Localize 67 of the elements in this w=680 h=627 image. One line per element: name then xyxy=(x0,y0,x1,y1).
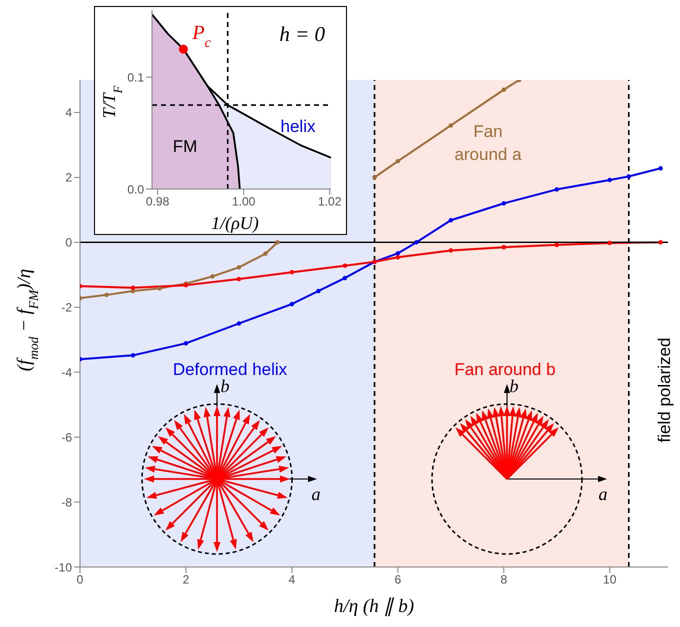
series-label: Deformed helix xyxy=(172,360,288,379)
point xyxy=(554,187,559,192)
series-label: helix xyxy=(280,117,316,136)
y-tick-label: -10 xyxy=(54,560,72,574)
x-tick-label: 0 xyxy=(76,572,84,587)
point xyxy=(275,240,280,245)
point xyxy=(290,302,294,306)
annotation: a xyxy=(598,484,608,504)
x-tick-label: 1.00 xyxy=(232,194,256,209)
point xyxy=(448,218,454,222)
x-tick-label: 0.98 xyxy=(146,194,170,209)
point xyxy=(502,245,506,250)
point xyxy=(414,240,419,245)
annotation: field polarized xyxy=(655,338,674,442)
y-tick-label: -8 xyxy=(61,495,72,510)
y-tick-label: 0.1 xyxy=(127,70,144,84)
point xyxy=(396,251,400,256)
point xyxy=(210,274,215,279)
point xyxy=(236,276,242,282)
x-tick-label: 2 xyxy=(182,572,190,587)
point xyxy=(130,286,136,290)
y-tick-label: 4 xyxy=(65,106,72,120)
point xyxy=(554,242,559,248)
y-tick-label: 0 xyxy=(65,236,72,250)
annotation: P$_{c}$ xyxy=(191,22,212,51)
point xyxy=(626,174,631,179)
point xyxy=(658,240,663,245)
point xyxy=(130,353,136,358)
annotation: h = 0 xyxy=(279,22,326,46)
x-tick-label: 6 xyxy=(394,572,402,587)
point xyxy=(448,123,454,128)
point xyxy=(342,276,348,280)
point xyxy=(290,270,294,274)
point xyxy=(396,255,400,260)
annotation: b xyxy=(510,376,518,396)
x-tick-label: 1.02 xyxy=(318,194,342,209)
point xyxy=(502,88,506,92)
point xyxy=(396,158,400,164)
annotation: b xyxy=(220,376,230,396)
point xyxy=(342,264,348,268)
y-tick-label: -4 xyxy=(61,365,72,380)
point xyxy=(184,341,188,346)
point xyxy=(104,292,109,298)
series-label: Fan around a xyxy=(454,122,522,164)
point xyxy=(608,178,612,182)
y-tick-label: -6 xyxy=(61,430,72,444)
series-label: FM xyxy=(172,137,198,156)
point xyxy=(236,265,242,270)
text: Fan around b xyxy=(454,360,556,379)
point xyxy=(316,288,321,294)
x-axis-title: 1/(ρU) xyxy=(211,213,259,233)
point xyxy=(658,166,663,171)
annotation: a xyxy=(312,484,320,504)
x-tick-label: 8 xyxy=(500,572,508,587)
point xyxy=(608,240,612,246)
point xyxy=(236,321,242,326)
point xyxy=(502,201,506,206)
y-tick-label: 2 xyxy=(65,170,72,185)
x-tick-label: 4 xyxy=(288,572,296,587)
point xyxy=(157,286,162,291)
point xyxy=(372,175,377,180)
x-tick-label: 10 xyxy=(603,572,617,587)
x-axis-title: h/η (h ∥ b) xyxy=(334,596,414,617)
y-tick-label: 0.0 xyxy=(127,182,144,196)
y-tick-label: -2 xyxy=(61,300,72,315)
point xyxy=(263,251,268,256)
point xyxy=(448,248,454,253)
